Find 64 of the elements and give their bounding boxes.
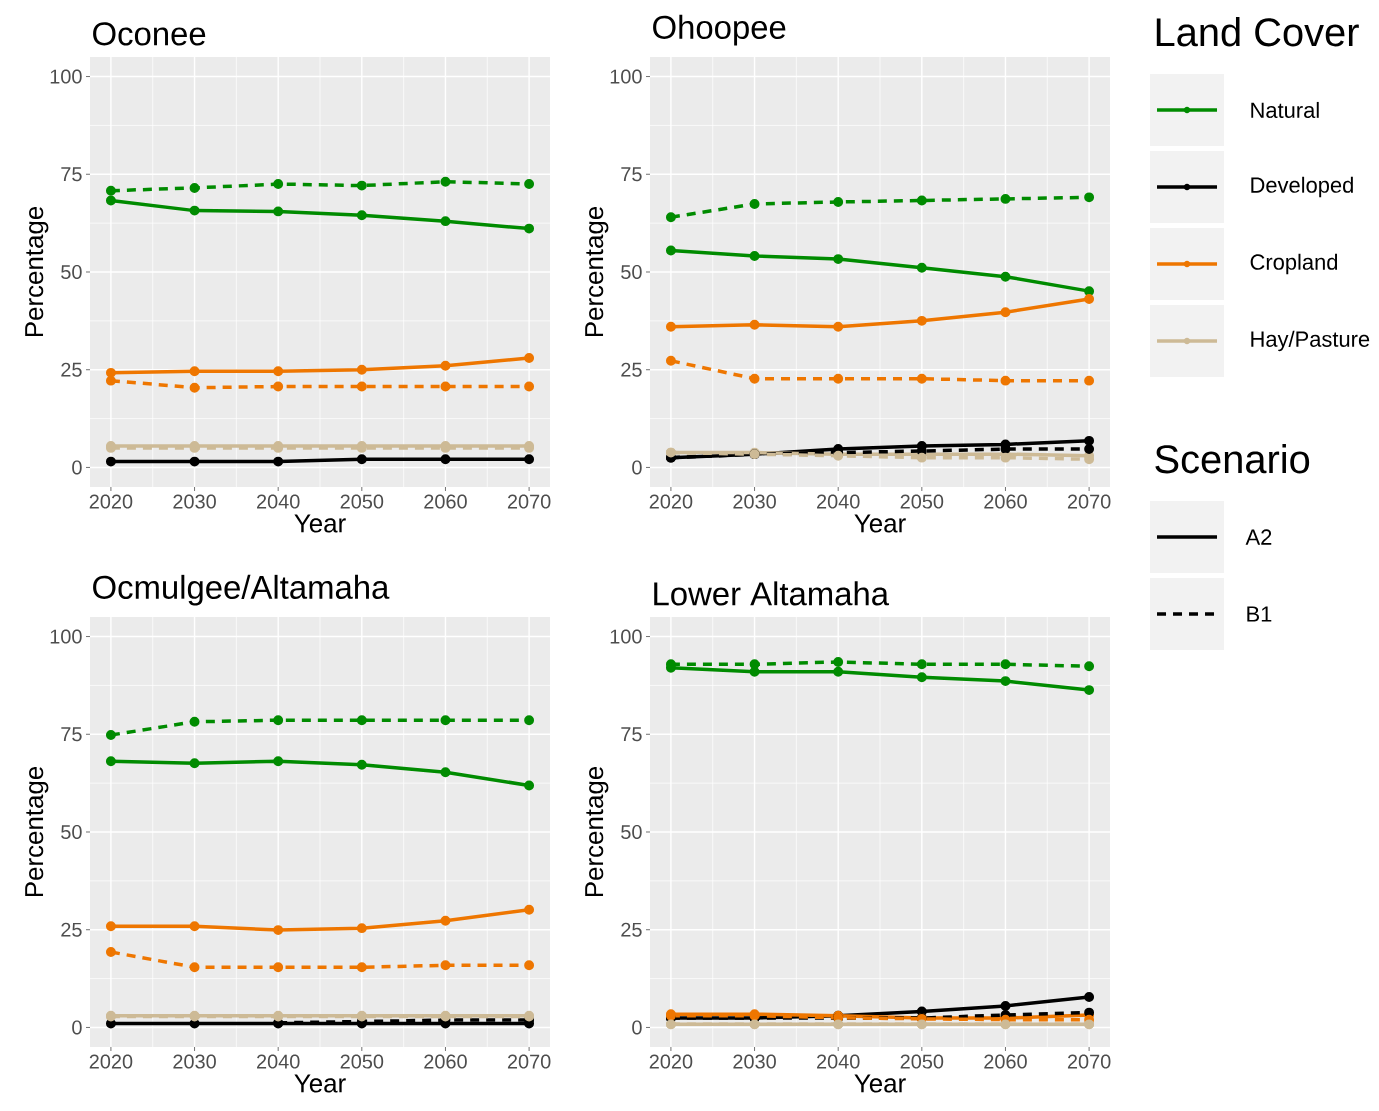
- x-tick-label: 2060: [424, 494, 467, 509]
- y-tick-label: 75: [621, 727, 642, 742]
- y-tick-label: 50: [61, 264, 82, 280]
- y-tick-label: 25: [621, 362, 642, 377]
- x-tick-label: 2030: [173, 1054, 216, 1069]
- x-axis-title: Year: [294, 1074, 346, 1093]
- x-tick-label: 2070: [1067, 494, 1111, 509]
- y-axis-title: Percentage: [585, 766, 609, 897]
- x-tick-label: 2050: [340, 494, 384, 509]
- x-tick-label: 2020: [649, 494, 693, 509]
- y-axis-title: Percentage: [585, 206, 609, 337]
- x-tick-label: 2050: [900, 1054, 944, 1069]
- x-tick-label: 2030: [733, 1054, 776, 1069]
- x-axis-title: Year: [294, 514, 346, 533]
- chart-title: Ocmulgee/Altamaha: [93, 574, 390, 606]
- x-tick-label: 2070: [507, 1054, 551, 1069]
- legend-title: Land Cover: [1156, 17, 1359, 47]
- x-tick-label: 2020: [649, 1054, 693, 1069]
- x-tick-label: 2070: [507, 494, 551, 509]
- x-tick-label: 2040: [817, 494, 860, 509]
- chart-title: Oconee: [93, 22, 206, 46]
- x-tick-label: 2060: [984, 1054, 1027, 1069]
- y-tick-label: 0: [72, 460, 82, 475]
- y-tick-label: 100: [610, 69, 642, 84]
- x-tick-label: 2050: [900, 494, 944, 509]
- x-tick-label: 2030: [733, 494, 776, 509]
- y-tick-label: 75: [621, 167, 642, 182]
- y-tick-label: 0: [632, 1020, 642, 1035]
- y-tick-label: 25: [61, 922, 82, 937]
- x-tick-label: 2060: [424, 1054, 467, 1069]
- y-tick-label: 25: [61, 362, 82, 377]
- y-tick-label: 50: [621, 824, 642, 840]
- chart-title: Lower Altamaha: [654, 581, 890, 606]
- x-tick-label: 2040: [817, 1054, 860, 1069]
- text: Scenario: [1155, 444, 1310, 474]
- x-tick-label: 2040: [257, 494, 300, 509]
- y-tick-label: 100: [610, 629, 642, 644]
- text: A2: [1245, 529, 1272, 545]
- legend-label: Hay/Pasture: [1251, 330, 1370, 352]
- x-tick-label: 2020: [89, 494, 133, 509]
- y-tick-label: 75: [61, 727, 82, 742]
- y-tick-label: 50: [61, 824, 82, 840]
- legend-label: Developed: [1251, 176, 1353, 198]
- x-tick-label: 2060: [984, 494, 1027, 509]
- x-axis-title: Year: [854, 514, 906, 533]
- legend-label: Natural: [1251, 101, 1319, 119]
- y-tick-label: 0: [632, 460, 642, 475]
- x-tick-label: 2070: [1067, 1054, 1111, 1069]
- x-tick-label: 2050: [340, 1054, 384, 1069]
- y-axis-title: Percentage: [25, 206, 49, 337]
- legend-label: Cropland: [1250, 253, 1338, 275]
- text: B1: [1247, 606, 1272, 622]
- x-tick-label: 2030: [173, 494, 216, 509]
- y-tick-label: 50: [621, 264, 642, 280]
- y-tick-label: 0: [72, 1020, 82, 1035]
- y-tick-label: 100: [50, 69, 82, 84]
- chart-title: Ohoopee: [653, 14, 786, 46]
- x-axis-title: Year: [854, 1074, 906, 1093]
- y-axis-title: Percentage: [25, 766, 49, 897]
- y-tick-label: 100: [50, 629, 82, 644]
- y-tick-label: 75: [61, 167, 82, 182]
- x-tick-label: 2040: [257, 1054, 300, 1069]
- x-tick-label: 2020: [89, 1054, 133, 1069]
- y-tick-label: 25: [621, 922, 642, 937]
